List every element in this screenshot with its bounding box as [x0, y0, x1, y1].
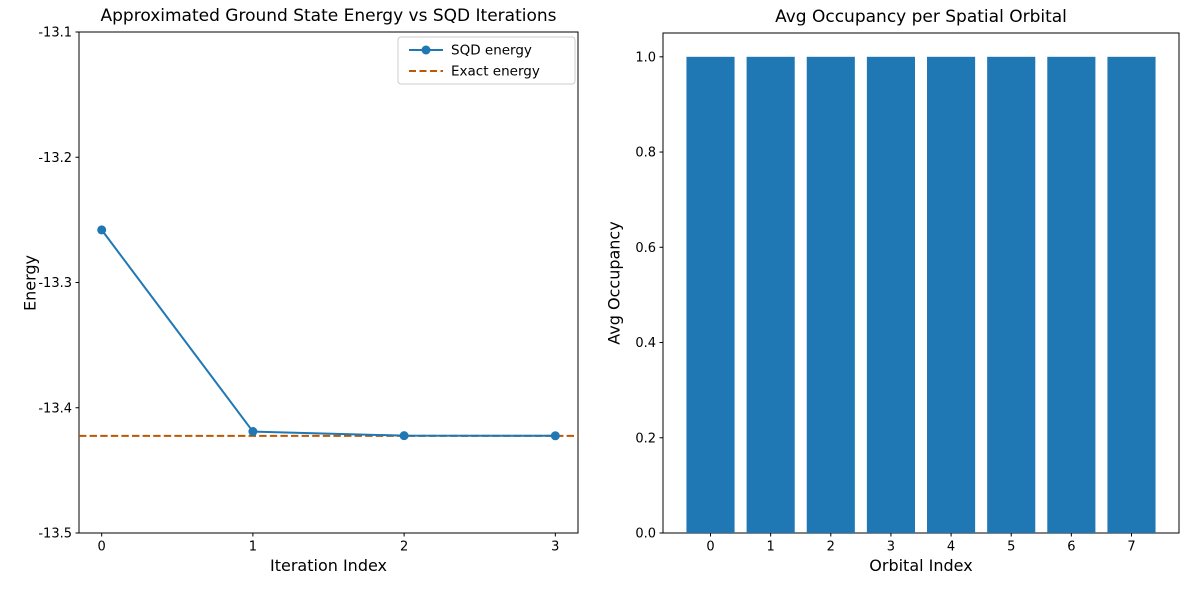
y-tick-label: -13.5 — [38, 527, 72, 542]
right-chart-xlabel: Orbital Index — [869, 556, 973, 575]
x-tick-label: 4 — [947, 540, 955, 555]
legend-marker-sample — [421, 45, 431, 55]
y-tick-label: 0.4 — [635, 336, 656, 351]
y-tick-label: 0.8 — [635, 146, 656, 161]
x-tick-label: 6 — [1067, 540, 1075, 555]
y-tick-label: 1.0 — [635, 50, 656, 65]
legend-box — [397, 36, 576, 85]
y-tick-label: -13.4 — [38, 401, 72, 416]
x-tick-label: 1 — [249, 540, 257, 555]
x-tick-label: 1 — [767, 540, 775, 555]
x-tick-label: 3 — [887, 540, 895, 555]
y-tick-label: 0.0 — [635, 527, 656, 542]
right-chart-ylabel: Avg Occupancy — [604, 221, 624, 345]
right-chart-title: Avg Occupancy per Spatial Orbital — [775, 7, 1067, 27]
occupancy-bar — [806, 56, 855, 534]
y-tick-label: -13.1 — [38, 26, 72, 41]
sqd-data-point — [97, 225, 107, 235]
left-chart-title: Approximated Ground State Energy vs SQD … — [100, 6, 557, 26]
y-tick-label: -13.3 — [38, 276, 72, 291]
occupancy-bar — [927, 56, 976, 534]
occupancy-bar — [866, 56, 915, 534]
legend-label-exact: Exact energy — [451, 64, 540, 80]
x-tick-label: 2 — [400, 540, 408, 555]
axes-frame — [78, 31, 579, 534]
occupancy-bar — [1107, 56, 1156, 534]
x-tick-label: 0 — [98, 540, 106, 555]
x-tick-label: 3 — [551, 540, 559, 555]
x-tick-label: 2 — [827, 540, 835, 555]
left-chart-ylabel: Energy — [20, 254, 40, 312]
legend-label-sqd: SQD energy — [451, 43, 532, 59]
axes-frame — [662, 32, 1180, 534]
occupancy-bar — [987, 56, 1036, 534]
y-tick-label: -13.2 — [38, 151, 72, 166]
sqd-data-point — [248, 427, 258, 437]
sqd-energy-line — [100, 228, 557, 437]
sqd-data-point — [399, 431, 409, 441]
x-tick-label: 5 — [1007, 540, 1015, 555]
occupancy-bar — [746, 56, 795, 534]
x-tick-label: 0 — [706, 540, 714, 555]
sqd-data-point — [550, 431, 560, 441]
y-tick-label: 0.2 — [635, 431, 656, 446]
occupancy-bar — [686, 56, 735, 534]
y-tick-label: 0.6 — [635, 241, 656, 256]
x-tick-label: 7 — [1127, 540, 1135, 555]
occupancy-bar — [1047, 56, 1096, 534]
left-chart-xlabel: Iteration Index — [270, 556, 387, 575]
